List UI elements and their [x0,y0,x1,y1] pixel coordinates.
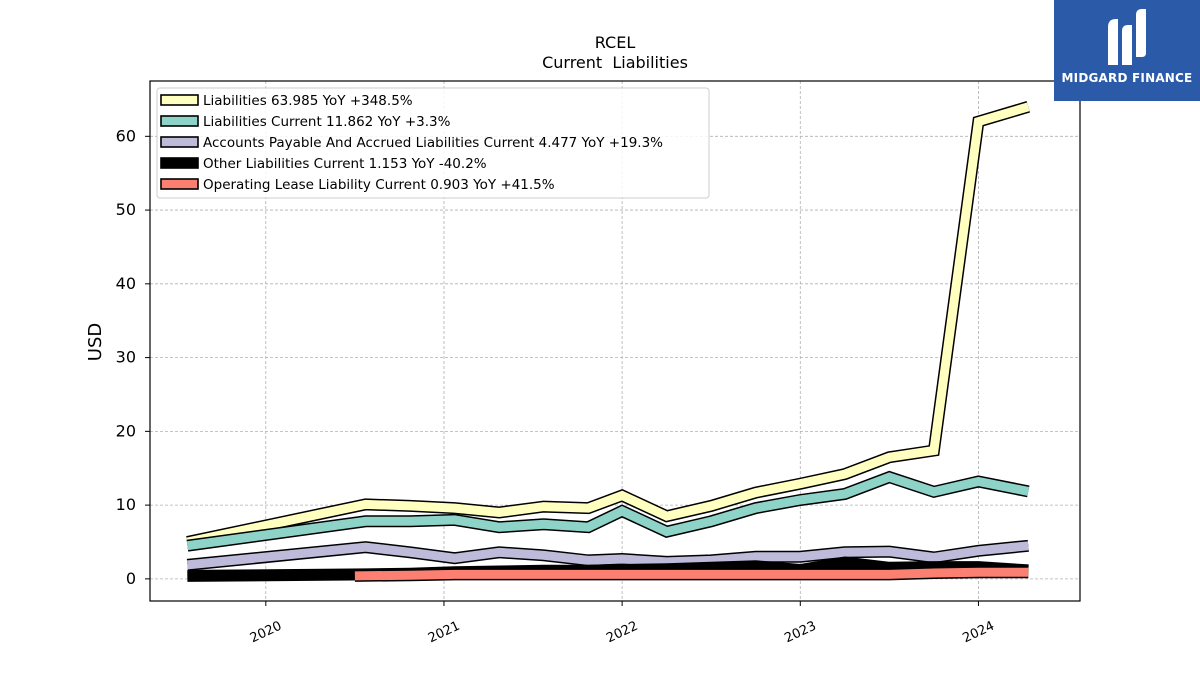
x-tick-label: 2020 [248,619,284,647]
y-tick-label: 20 [116,421,136,440]
series-line [186,102,1030,547]
x-tick-label: 2021 [426,619,462,647]
legend-entry: Liabilities 63.985 YoY +348.5% [203,93,413,109]
legend-swatch [160,157,199,169]
legend-swatch [160,178,199,190]
chart-subtitle: Current Liabilities [542,53,688,72]
series-operating-lease-liability-current [354,566,1029,582]
y-tick-label: 30 [116,348,136,367]
midgard-logo-icon [1108,9,1146,65]
logo-text: MIDGARD FINANCE [1061,71,1193,85]
y-tick-label: 50 [116,200,136,219]
legend-swatch [160,94,199,106]
y-tick-label: 40 [116,274,136,293]
legend-swatch [160,136,199,148]
x-tick-label: 2024 [960,619,996,647]
chart-title: RCEL [595,33,636,52]
legend-frame [156,87,710,199]
x-tick-label: 2022 [604,619,640,647]
plot-frame [149,80,1081,602]
midgard-logo: MIDGARD FINANCE [1054,0,1200,101]
y-tick-label: 10 [116,495,136,514]
series-accounts-payable-and-accrued-liabilities-current [186,539,1029,571]
legend-entry: Accounts Payable And Accrued Liabilities… [203,135,663,151]
series-line [186,472,1030,551]
legend-swatch [160,115,199,127]
series-line [186,541,1029,570]
series-liabilities-current [186,470,1030,552]
legend: Liabilities 63.985 YoY +348.5% Liabilitie… [156,87,710,199]
y-tick-label: 0 [126,569,136,588]
legend-entry: Liabilities Current 11.862 YoY +3.3% [203,114,451,130]
series-line [354,567,1029,581]
legend-entry: Operating Lease Liability Current 0.903 … [203,177,555,193]
y-tick-label: 60 [116,126,136,145]
legend-entry: Other Liabilities Current 1.153 YoY -40.… [203,156,487,172]
y-axis-label: USD [85,323,106,361]
series-liabilities [186,101,1031,548]
x-tick-label: 2023 [782,619,818,647]
series-layer [186,101,1031,582]
